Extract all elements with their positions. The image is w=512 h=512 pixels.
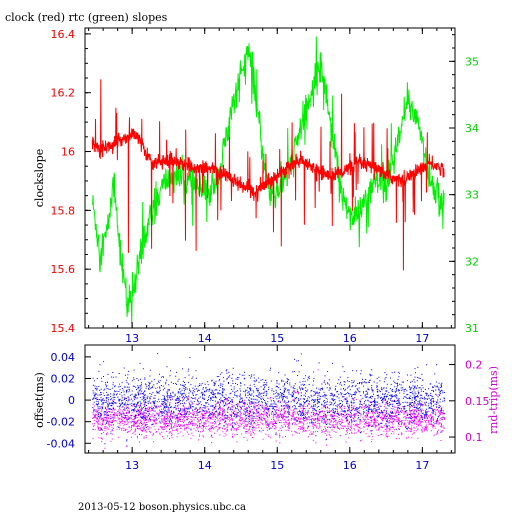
slopes-y2-tick-label: 33 [465, 189, 479, 202]
offsets-y-label: offset(ms) [33, 372, 46, 428]
chart-title: clock (red) rtc (green) slopes [5, 11, 168, 24]
slopes-axes: 13 14 15 16 17 15.4 15.6 15.8 16 16.2 16.4 31 32 33 34… [51, 28, 480, 345]
offset-scatter-points [92, 353, 445, 451]
slopes-x-tick-label: 15 [270, 332, 284, 345]
slopes-x-tick-label: 16 [343, 332, 357, 345]
slopes-y-tick-label: 16 [61, 146, 75, 159]
slopes-y2-tick-label: 35 [465, 55, 479, 68]
slopes-frame [84, 27, 456, 329]
offsets-x-tick-label: 16 [343, 459, 357, 472]
offsets-frame [84, 344, 456, 454]
offsets-x-tick-label: 14 [198, 459, 212, 472]
slopes-x-tick-label: 14 [198, 332, 212, 345]
footer-caption: 2013-05-12 boson.physics.ubc.ca [78, 502, 246, 512]
slopes-x-tick-label: 13 [125, 332, 139, 345]
offsets-x-tick-label: 17 [415, 459, 429, 472]
offsets-y-tick-label: -0.02 [47, 416, 75, 429]
slopes-plot-area [91, 36, 445, 325]
offsets-plot-area [92, 353, 445, 451]
rtc-series-line [91, 36, 445, 325]
slopes-y-tick-label: 15.4 [51, 322, 76, 335]
offsets-y-tick-label: -0.04 [47, 437, 75, 450]
slopes-y-tick-label: 16.4 [51, 28, 76, 41]
offsets-y-tick-label: 0.04 [51, 351, 76, 364]
offsets-x-tick-label: 13 [125, 459, 139, 472]
rndtrip-y-label: rnd-trip(ms) [487, 366, 500, 434]
rndtrip-y-tick-label: 0.2 [465, 359, 483, 372]
offsets-x-tick-label: 15 [270, 459, 284, 472]
slopes-y-tick-label: 15.6 [51, 263, 76, 276]
slopes-y-tick-label: 16.2 [51, 87, 76, 100]
offsets-y-tick-label: 0.02 [51, 372, 76, 385]
slopes-y2-tick-label: 34 [465, 122, 479, 135]
rndtrip-y-tick-label: 0.1 [465, 431, 483, 444]
slopes-y-tick-label: 15.8 [51, 204, 76, 217]
rndtrip-y-tick-label: 0.15 [465, 395, 490, 408]
slopes-y-label: clockslope [33, 149, 46, 207]
clock-series-line [91, 79, 445, 271]
slopes-x-tick-label: 17 [415, 332, 429, 345]
offsets-axes: 13 14 15 16 17 -0.04 -0.02 0 0.02 0.04 0.1 0.15 0.2 [47, 345, 490, 472]
slopes-y2-tick-label: 32 [465, 255, 479, 268]
offsets-panel: 13 14 15 16 17-0.04-0.0200.020.040.10.150.2 … [33, 344, 500, 472]
slopes-panel: 13 14 15 16 17 15.4 15.6 15.8 16 16.2 16.4 31 32 33 34… [33, 27, 480, 345]
offsets-y-tick-label: 0 [68, 394, 75, 407]
slopes-y2-tick-label: 31 [465, 322, 479, 335]
